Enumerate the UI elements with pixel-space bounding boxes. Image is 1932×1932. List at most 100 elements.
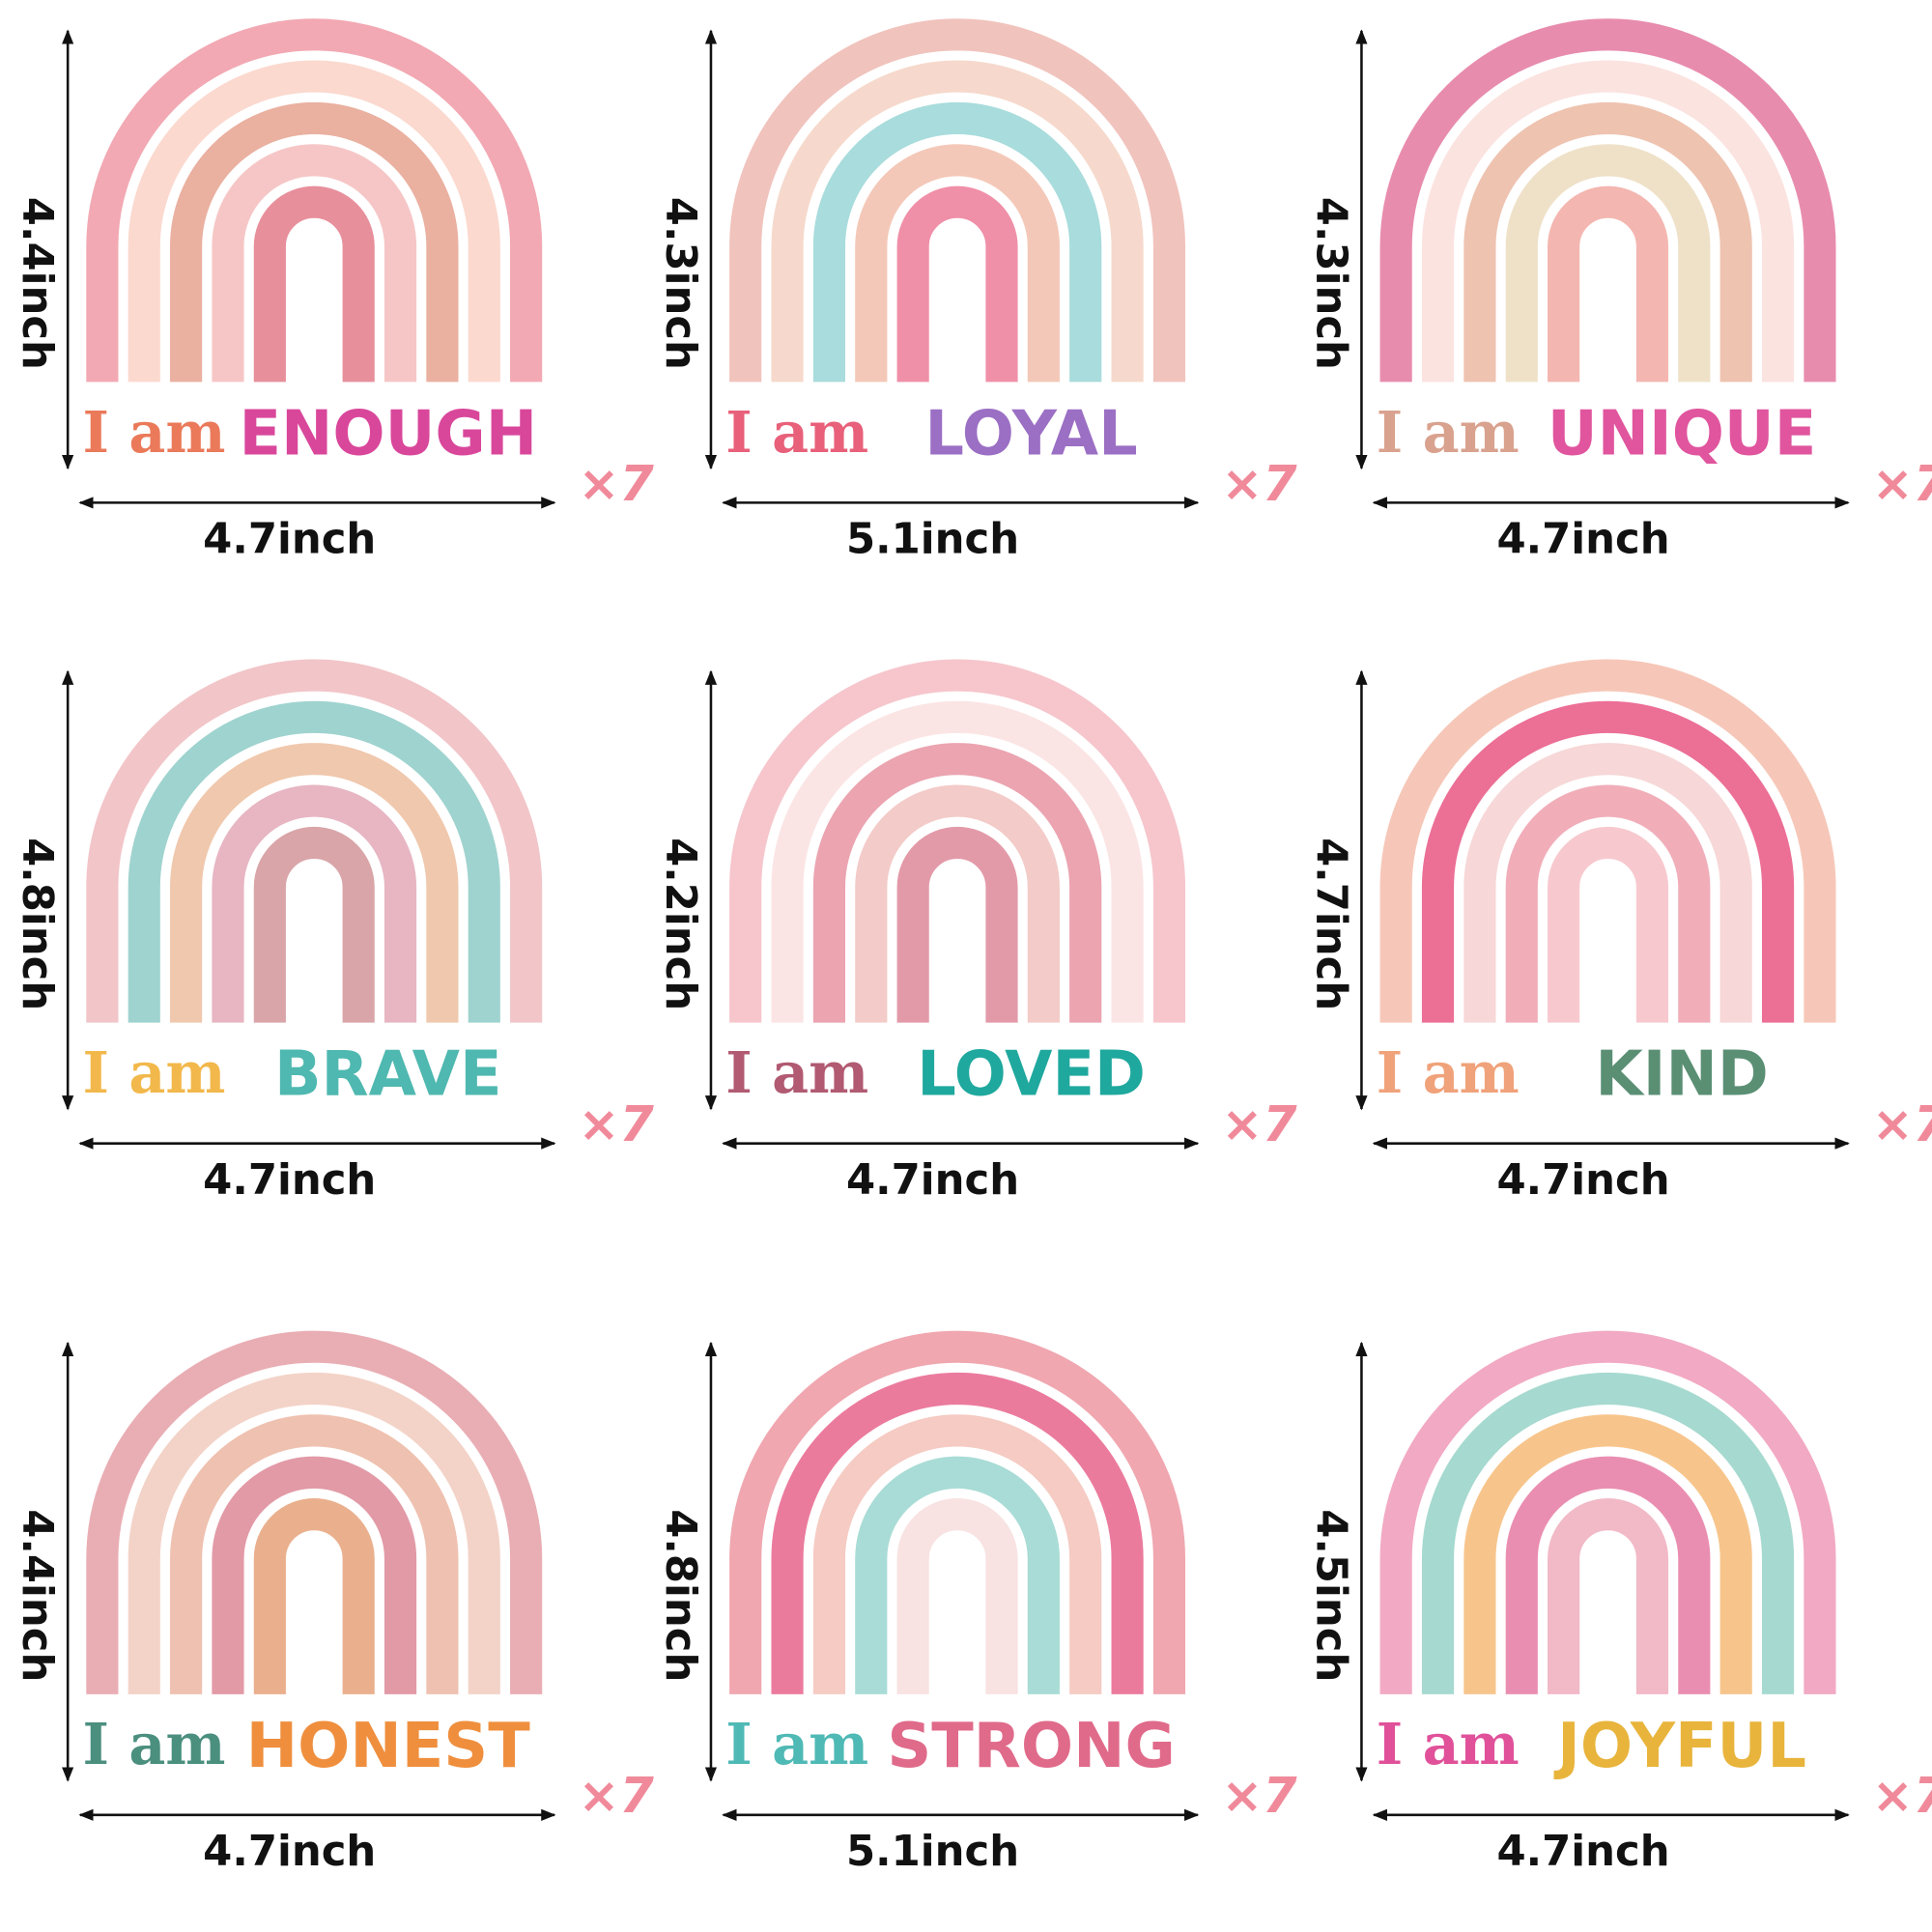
rainbow-band [86, 659, 543, 1023]
rainbow-band [253, 826, 375, 1023]
rainbow-band [1421, 1373, 1795, 1694]
rainbow-band [1421, 700, 1795, 1023]
rainbow-band [1505, 784, 1711, 1023]
rainbow-band [1463, 1414, 1752, 1694]
rainbow-band [896, 1498, 1018, 1694]
height-label: 4.4inch [13, 197, 61, 370]
height-label: 4.3inch [1307, 197, 1355, 370]
sticker-word: LOYAL [924, 398, 1137, 469]
sticker-word: KIND [1595, 1039, 1768, 1111]
sticker: I am ENOUGH 4.4inch 4.7inch ×7 [13, 18, 655, 564]
width-label: 5.1inch [846, 516, 1019, 564]
rainbow-band [128, 60, 500, 383]
rainbow-band [896, 185, 1018, 383]
rainbow-band [1379, 659, 1836, 1023]
rainbow-band [253, 1498, 375, 1694]
rainbow-band [812, 101, 1102, 383]
sticker-prefix: I am [82, 399, 225, 466]
width-label: 4.7inch [203, 1828, 376, 1876]
width-label: 5.1inch [846, 1828, 1019, 1876]
quantity: ×7 [1221, 1768, 1297, 1825]
rainbow-band [1548, 185, 1669, 383]
rainbow-band [212, 784, 417, 1023]
sticker: I am LOVED 4.2inch 4.7inch ×7 [656, 659, 1297, 1205]
sticker-prefix: I am [1377, 399, 1520, 466]
rainbow-band [855, 1456, 1060, 1694]
rainbow-band [729, 18, 1186, 383]
rainbow-band [896, 826, 1018, 1023]
rainbow-band [128, 700, 500, 1023]
quantity: ×7 [1221, 456, 1297, 513]
rainbow-band [253, 185, 375, 383]
quantity: ×7 [1221, 1096, 1297, 1153]
rainbow-band [128, 1373, 500, 1694]
quantity: ×7 [579, 456, 655, 513]
rainbow-band [1463, 101, 1752, 383]
rainbow-band [1505, 1456, 1711, 1694]
rainbow-band [170, 1414, 459, 1694]
sticker-prefix: I am [725, 1711, 868, 1777]
sticker-word: STRONG [887, 1711, 1175, 1782]
sticker-prefix: I am [1377, 1711, 1520, 1777]
rainbow-band [1548, 1498, 1669, 1694]
sticker: I am UNIQUE 4.3inch 4.7inch ×7 [1307, 18, 1932, 564]
quantity: ×7 [579, 1096, 655, 1153]
sticker-prefix: I am [1377, 1039, 1520, 1106]
rainbow-band [1379, 1330, 1836, 1694]
sticker-word: HONEST [246, 1711, 530, 1782]
height-label: 4.2inch [656, 838, 704, 1010]
rainbow-band [729, 659, 1186, 1023]
sticker: I am HONEST 4.4inch 4.7inch ×7 [13, 1330, 655, 1876]
sticker: I am JOYFUL 4.5inch 4.7inch ×7 [1307, 1330, 1932, 1876]
rainbow-band [1548, 826, 1669, 1023]
height-label: 4.7inch [1307, 838, 1355, 1010]
rainbow-band [771, 700, 1144, 1023]
sticker-word: UNIQUE [1548, 398, 1816, 469]
sticker-word: LOVED [917, 1039, 1146, 1111]
width-label: 4.7inch [203, 1156, 376, 1205]
sticker-prefix: I am [725, 1039, 868, 1106]
rainbow-band [812, 1414, 1102, 1694]
quantity: ×7 [1872, 1768, 1932, 1825]
height-label: 4.8inch [656, 1509, 704, 1682]
width-label: 4.7inch [203, 516, 376, 564]
height-label: 4.4inch [13, 1509, 61, 1682]
quantity: ×7 [1872, 1096, 1932, 1153]
quantity: ×7 [1872, 456, 1932, 513]
rainbow-band [170, 743, 459, 1023]
rainbow-band [855, 784, 1060, 1023]
sticker: I am BRAVE 4.8inch 4.7inch ×7 [13, 659, 655, 1205]
rainbow-band [86, 18, 543, 383]
sticker-prefix: I am [82, 1039, 225, 1106]
sticker: I am KIND 4.7inch 4.7inch ×7 [1307, 659, 1932, 1205]
sticker-word: JOYFUL [1553, 1711, 1806, 1782]
width-label: 4.7inch [846, 1156, 1019, 1205]
rainbow-band [1421, 60, 1795, 383]
width-label: 4.7inch [1496, 516, 1669, 564]
width-label: 4.7inch [1496, 1156, 1669, 1205]
rainbow-band [1505, 144, 1711, 383]
rainbow-band [212, 1456, 417, 1694]
sticker: I am LOYAL 4.3inch 5.1inch ×7 [656, 18, 1297, 564]
rainbow-band [771, 1373, 1144, 1694]
rainbow-band [1379, 18, 1836, 383]
height-label: 4.8inch [13, 838, 61, 1010]
rainbow-band [855, 144, 1060, 383]
quantity: ×7 [579, 1768, 655, 1825]
rainbow-band [771, 60, 1144, 383]
sticker-prefix: I am [82, 1711, 225, 1777]
rainbow-band [812, 743, 1102, 1023]
height-label: 4.3inch [656, 197, 704, 370]
rainbow-band [729, 1330, 1186, 1694]
rainbow-band [212, 144, 417, 383]
sticker: I am STRONG 4.8inch 5.1inch ×7 [656, 1330, 1297, 1876]
sticker-word: ENOUGH [239, 398, 537, 469]
height-label: 4.5inch [1307, 1509, 1355, 1682]
rainbow-band [1463, 743, 1752, 1023]
sticker-prefix: I am [725, 399, 868, 466]
rainbow-band [86, 1330, 543, 1694]
sticker-word: BRAVE [274, 1039, 502, 1111]
width-label: 4.7inch [1496, 1828, 1669, 1876]
rainbow-band [170, 101, 459, 383]
